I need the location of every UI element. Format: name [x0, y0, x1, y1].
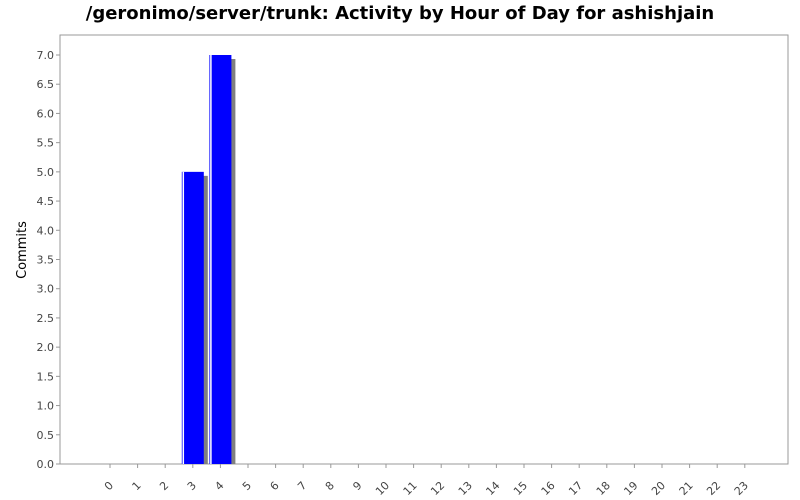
x-tick-label: 17: [566, 479, 585, 498]
x-tick-label: 13: [456, 479, 475, 498]
y-tick-label: 4.0: [37, 224, 55, 237]
y-tick-label: 5.0: [37, 166, 55, 179]
x-tick-label: 21: [677, 479, 696, 498]
x-tick-label: 1: [130, 479, 144, 493]
x-tick-label: 6: [268, 479, 282, 493]
x-tick-label: 18: [594, 479, 613, 498]
x-tick-label: 15: [511, 479, 530, 498]
bar-hour-3: [181, 171, 204, 464]
x-tick-label: 20: [649, 479, 668, 498]
bar-hour-4: [209, 55, 232, 464]
x-tick-label: 12: [428, 479, 447, 498]
chart-title: /geronimo/server/trunk: Activity by Hour…: [85, 3, 715, 24]
x-tick-label: 4: [212, 479, 226, 493]
y-tick-label: 6.0: [37, 107, 55, 120]
y-tick-label: 5.5: [37, 137, 55, 150]
y-axis: 0.0 0.5 1.0 1.5 2.0 2.5 3.0 3.5 4.0 4.5 5.0 5.5 6.0 6…: [37, 49, 60, 471]
y-tick-label: 2.5: [37, 312, 55, 325]
y-tick-label: 3.0: [37, 283, 55, 296]
x-tick-label: 3: [185, 479, 199, 493]
y-tick-label: 0.0: [37, 458, 55, 471]
y-axis-title: Commits: [15, 221, 30, 279]
x-tick-label: 9: [350, 479, 364, 493]
x-tick-label: 16: [539, 479, 558, 498]
y-tick-label: 0.5: [37, 429, 55, 442]
x-tick-label: 11: [401, 479, 420, 498]
x-tick-label: 5: [240, 479, 254, 493]
x-tick-label: 14: [483, 479, 502, 498]
x-axis: 0 1 2 3 4 5 6 7 8 9 10 11 12 13 14 15 16 17 18 19 20 21 22 23: [64, 463, 762, 498]
x-tick-label: 19: [621, 479, 640, 498]
x-tick-label: 7: [295, 479, 309, 493]
y-tick-label: 6.5: [37, 78, 55, 91]
x-tick-label: 2: [157, 479, 171, 493]
y-tick-label: 1.0: [37, 400, 55, 413]
y-tick-label: 4.5: [37, 195, 55, 208]
x-tick-label: 8: [323, 479, 337, 493]
x-tick-label: 0: [102, 479, 116, 493]
plot-area: [59, 34, 789, 465]
y-tick-label: 2.0: [37, 341, 55, 354]
y-tick-label: 1.5: [37, 370, 55, 383]
y-tick-label: 3.5: [37, 254, 55, 267]
y-tick-label: 7.0: [37, 49, 55, 62]
bars: [181, 55, 236, 464]
x-tick-label: 23: [732, 479, 751, 498]
x-tick-label: 22: [704, 479, 723, 498]
x-tick-label: 10: [373, 479, 392, 498]
